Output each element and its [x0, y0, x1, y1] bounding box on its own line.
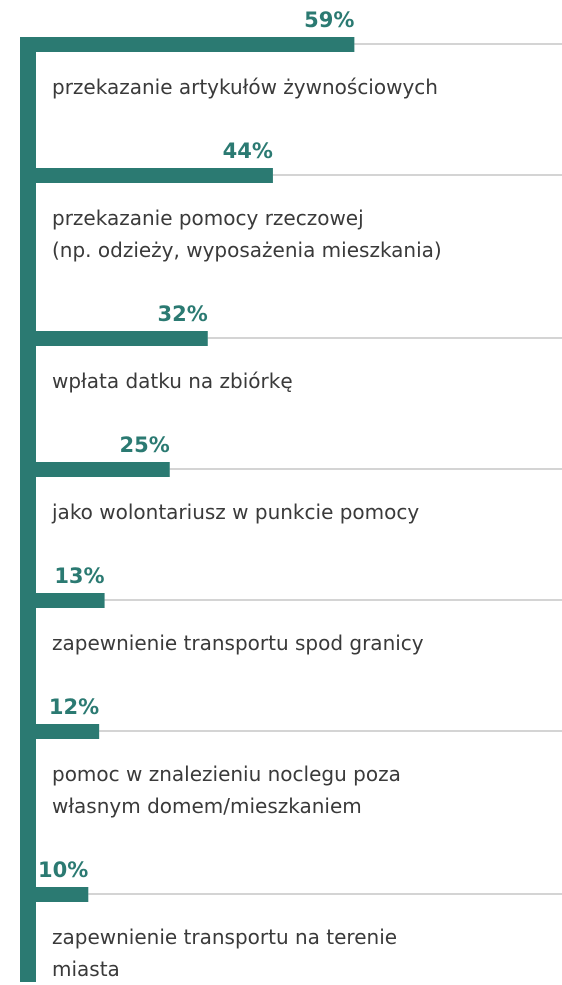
value-label: 25% [119, 433, 170, 457]
bar [20, 462, 170, 477]
bar [20, 168, 273, 183]
value-label: 44% [222, 139, 273, 163]
category-label: zapewnienie transportu na terenie miasta [52, 925, 398, 981]
category-label: zapewnienie transportu spod granicy [52, 631, 424, 655]
bar [20, 724, 100, 739]
axis-bar [20, 37, 36, 982]
category-label: przekazanie pomocy rzeczowej (np. odzież… [52, 206, 442, 262]
value-label: 12% [48, 695, 100, 719]
value-label: 59% [304, 8, 355, 32]
bar [20, 331, 208, 346]
category-label: pomoc w znalezieniu noclegu poza własnym… [52, 762, 401, 818]
category-label: jako wolontariusz w punkcie pomocy [52, 500, 420, 524]
value-label: 32% [157, 302, 208, 326]
category-label: wpłata datku na zbiórkę [52, 369, 293, 393]
value-label: 10% [38, 858, 89, 882]
bar [20, 593, 105, 608]
bar [20, 887, 89, 902]
category-label: przekazanie artykułów żywnościowych [52, 75, 438, 99]
value-label: 13% [54, 564, 105, 588]
bar [20, 37, 355, 52]
